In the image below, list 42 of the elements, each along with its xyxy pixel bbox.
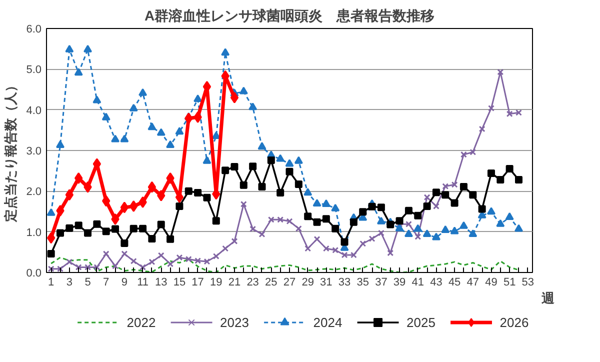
x-tick-label: 9	[121, 276, 128, 288]
y-tick-label: 4.0	[26, 104, 42, 117]
x-tick-label: 37	[375, 276, 388, 288]
y-tick-label: 2.0	[26, 186, 42, 198]
x-tick-label: 53	[522, 276, 534, 288]
x-tick-label: 1	[48, 276, 54, 288]
x-tick-label: 15	[173, 276, 186, 288]
x-tick-label: 5	[84, 276, 91, 288]
legend-label: 2025	[406, 315, 436, 330]
y-tick-label: 0.0	[26, 268, 42, 280]
x-tick-label: 11	[137, 276, 148, 288]
x-tick-label: 51	[503, 276, 516, 288]
x-tick-label: 39	[393, 276, 406, 288]
x-tick-label: 31	[320, 276, 332, 288]
chart-title: A群溶血性レンサ球菌咽頭炎 患者報告数推移	[144, 8, 435, 24]
x-tick-label: 21	[228, 276, 241, 288]
x-tick-label: 3	[66, 276, 72, 288]
x-tick-label: 47	[466, 276, 480, 288]
x-tick-label: 23	[246, 276, 259, 288]
x-tick-label: 13	[155, 276, 168, 288]
x-tick-label: 25	[265, 276, 278, 288]
x-tick-label: 7	[103, 276, 110, 288]
legend-label: 2022	[126, 315, 156, 330]
x-tick-label: 19	[210, 276, 222, 288]
x-tick-label: 35	[356, 276, 369, 288]
x-tick-label: 49	[485, 276, 498, 288]
y-axis-title: 定点当たり報告数（人）	[3, 79, 18, 223]
y-tick-label: 6.0	[26, 24, 42, 36]
x-axis-title: 週	[540, 290, 556, 306]
y-tick-label: 5.0	[26, 64, 42, 76]
x-tick-label: 27	[283, 276, 296, 288]
legend-label: 2026	[500, 315, 529, 330]
x-tick-label: 43	[430, 276, 442, 288]
x-tick-label: 29	[302, 276, 314, 288]
legend-label: 2024	[313, 315, 342, 330]
legend-label: 2023	[220, 315, 249, 330]
x-tick-label: 41	[412, 276, 424, 288]
y-tick-label: 1.0	[26, 226, 42, 239]
x-tick-label: 33	[338, 276, 351, 288]
y-tick-label: 3.0	[26, 146, 42, 158]
x-tick-label: 45	[448, 276, 461, 288]
x-tick-label: 17	[192, 276, 204, 288]
